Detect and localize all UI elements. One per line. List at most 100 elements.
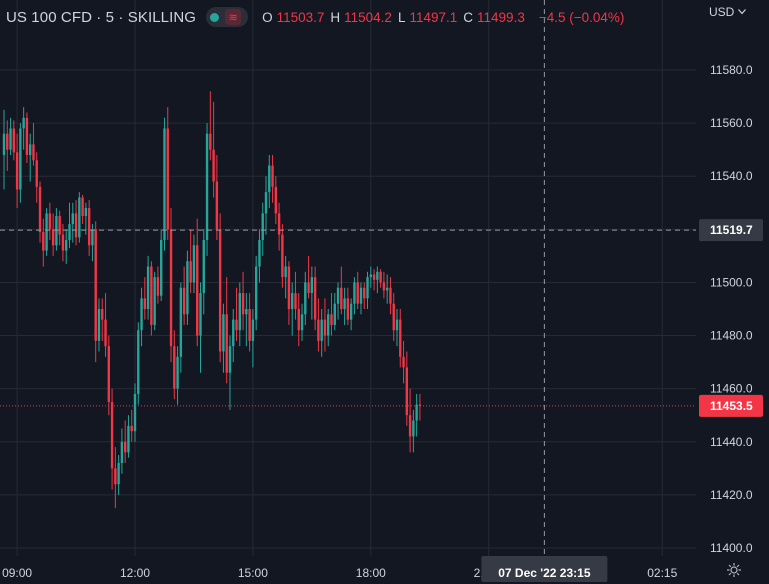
candle-body	[291, 293, 294, 309]
low-label: L	[397, 9, 406, 25]
candle-body	[199, 293, 202, 336]
candle-body	[218, 229, 222, 352]
candle-body	[222, 314, 225, 352]
crosshair-time-label: 07 Dec '22 23:15	[498, 566, 591, 580]
candle-body	[343, 298, 346, 309]
candle-body	[97, 309, 101, 341]
candle-body	[359, 287, 363, 304]
candle-body	[245, 309, 248, 315]
candle-body	[313, 277, 317, 320]
candle-body	[333, 303, 336, 325]
candle-body	[143, 298, 147, 309]
candle-body	[114, 468, 117, 485]
crosshair-price-tag	[699, 219, 763, 242]
time-tick-label: 09:00	[2, 566, 32, 580]
candle-body	[104, 319, 107, 347]
candle-body	[402, 356, 405, 368]
time-tick-label: 15:00	[238, 566, 268, 580]
close-value: 11499.3	[477, 9, 525, 25]
chart-grid	[0, 0, 696, 556]
candle-body	[317, 319, 320, 341]
candlestick-series	[2, 91, 422, 509]
candle-body	[235, 319, 238, 331]
price-tick-label: 11400.0	[710, 541, 753, 555]
candle-body	[202, 239, 205, 294]
candle-body	[140, 298, 143, 331]
candle-body	[254, 266, 258, 320]
last-price-tag	[699, 394, 763, 417]
candle-body	[163, 128, 166, 240]
candle-body	[369, 274, 372, 278]
candle-body	[94, 229, 97, 341]
candle-body	[110, 401, 114, 469]
candle-body	[412, 420, 415, 437]
candle-body	[127, 425, 130, 453]
candle-body	[101, 309, 104, 320]
currency-selector[interactable]: USD	[709, 5, 747, 19]
candle-body	[192, 245, 196, 283]
price-tick-label: 11500.0	[710, 275, 753, 289]
price-tick-label: 11580.0	[710, 63, 753, 77]
candle-body	[65, 239, 68, 251]
candle-body	[61, 234, 65, 251]
wave-icon: ≋	[225, 9, 242, 25]
candle-body	[68, 224, 71, 240]
chart-legend: US 100 CFD · 5 · SKILLING ≋ O 11503.7 H 11…	[6, 6, 624, 28]
candle-body	[271, 165, 274, 187]
candle-body	[277, 213, 281, 235]
candle-body	[284, 266, 287, 278]
candle-body	[22, 117, 25, 129]
symbol-title[interactable]: US 100 CFD · 5 · SKILLING	[6, 8, 197, 26]
candle-body	[29, 144, 32, 155]
candle-body	[2, 133, 6, 155]
candle-body	[137, 330, 140, 394]
candle-body	[58, 216, 61, 235]
candle-body	[385, 287, 389, 291]
high-value: 11504.2	[344, 9, 392, 25]
candle-body	[15, 152, 19, 190]
open-label: O	[262, 9, 273, 25]
last-price-label: 11453.5	[710, 399, 753, 413]
candle-body	[123, 441, 127, 453]
candle-body	[78, 197, 81, 238]
candle-body	[153, 277, 156, 325]
candle-body	[225, 314, 228, 373]
time-tick-label: 12:00	[120, 566, 150, 580]
candle-body	[349, 303, 353, 320]
candle-body	[55, 216, 58, 246]
price-axis[interactable]: 11580.011560.011540.011520.011500.011480…	[699, 63, 763, 555]
candle-body	[248, 309, 251, 341]
candle-body	[156, 277, 160, 296]
candle-body	[268, 165, 271, 193]
candle-body	[25, 117, 29, 155]
candle-body	[323, 319, 327, 336]
chart-overlays	[0, 0, 696, 556]
candle-body	[405, 367, 409, 416]
candle-body	[42, 231, 45, 251]
candle-body	[287, 266, 291, 309]
legend-toggle[interactable]: ≋	[206, 7, 249, 27]
candle-body	[395, 319, 399, 331]
candle-body	[38, 186, 42, 232]
candle-body	[320, 319, 323, 341]
price-tick-label: 11420.0	[710, 488, 753, 502]
gear-icon[interactable]	[726, 562, 742, 578]
candle-body	[408, 415, 412, 437]
candle-body	[228, 346, 232, 373]
candle-body	[372, 274, 376, 280]
candle-body	[340, 287, 343, 309]
currency-label: USD	[709, 5, 735, 19]
candle-body	[169, 229, 173, 347]
candle-body	[74, 213, 78, 238]
candle-body	[232, 319, 235, 347]
candle-body	[415, 404, 418, 421]
price-tick-label: 11440.0	[710, 435, 753, 449]
candle-body	[107, 346, 110, 402]
low-value: 11497.1	[409, 9, 458, 25]
candle-body	[212, 149, 215, 182]
candle-body	[32, 144, 35, 161]
candle-body	[356, 282, 359, 304]
candle-body	[81, 197, 84, 217]
